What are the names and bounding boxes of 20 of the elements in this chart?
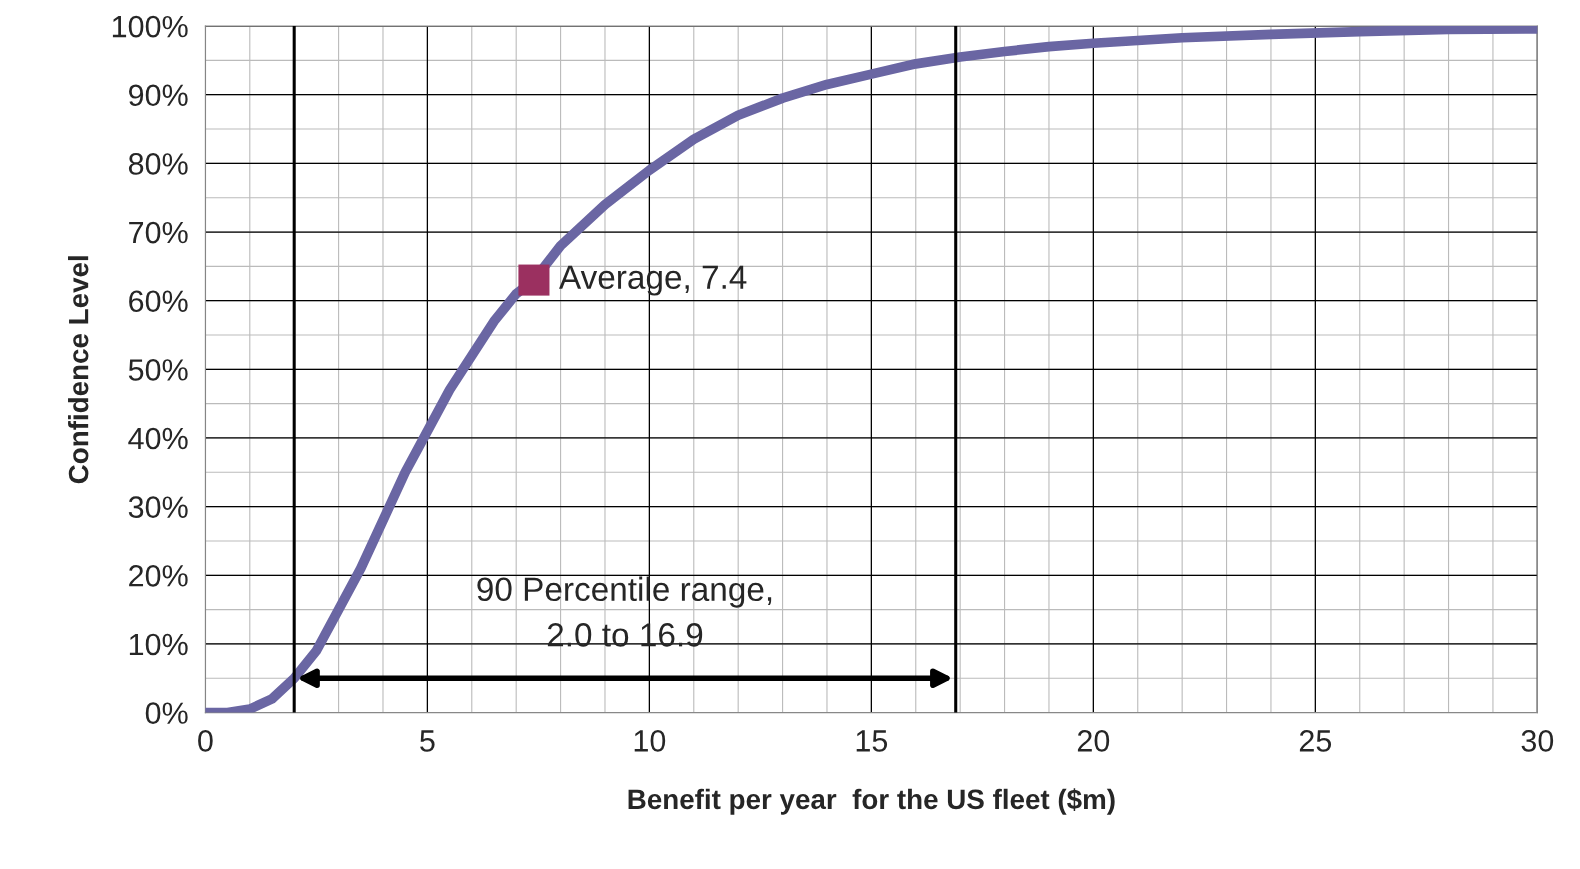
x-tick-label: 25 [1299, 730, 1332, 752]
x-tick-label: 30 [1521, 730, 1554, 752]
y-tick-label: 70% [129, 221, 188, 244]
y-axis-title: Confidence Level [68, 256, 89, 484]
y-tick-label: 60% [129, 290, 188, 313]
x-tick-label: 0 [198, 730, 213, 752]
y-tick-label: 100% [112, 15, 188, 38]
x-tick-label: 10 [634, 730, 666, 752]
y-tick-label: 80% [128, 153, 188, 175]
x-tick-label: 15 [856, 730, 888, 752]
y-tick-label: 40% [128, 427, 188, 450]
x-tick-label: 5 [420, 730, 435, 752]
y-tick-label: 30% [128, 496, 188, 518]
y-tick-label: 10% [129, 633, 188, 656]
x-axis-title: Benefit per year for the US fleet ($m) [628, 788, 1115, 815]
y-tick-label: 0% [145, 702, 188, 724]
y-tick-label: 90% [129, 84, 188, 107]
y-tick-label: 20% [129, 565, 188, 587]
x-tick-label: 20 [1077, 730, 1110, 752]
y-tick-label: 50% [128, 359, 188, 381]
